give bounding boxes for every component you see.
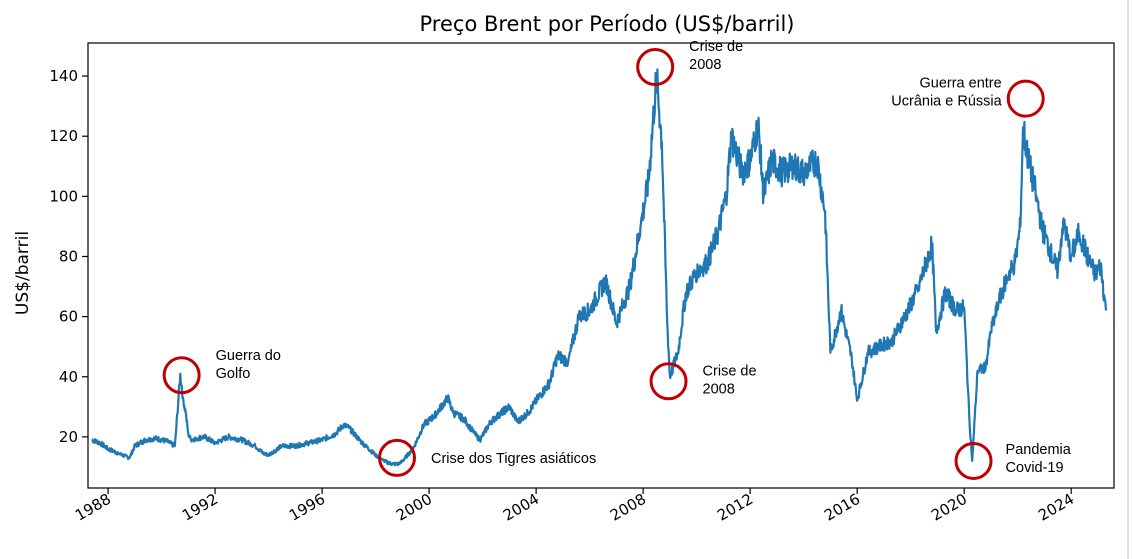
annotation-circle — [636, 48, 675, 87]
y-axis: 20 40 60 80 100 120 140 — [49, 67, 88, 446]
y-tick-label: 140 — [49, 67, 78, 85]
x-tick-label: 2016 — [821, 490, 863, 525]
annotation-circle — [162, 356, 201, 395]
annotation-label: Crise de — [689, 39, 743, 55]
x-tick-label: 2020 — [928, 490, 970, 525]
plot-frame — [87, 42, 1115, 489]
brent-price-series-line — [91, 68, 1108, 467]
annotation-label: Covid-19 — [1006, 460, 1064, 476]
annotation-circle — [649, 362, 688, 401]
annotation-label: Pandemia — [1006, 442, 1072, 458]
x-tick-label: 2012 — [714, 490, 756, 525]
x-tick-label: 1992 — [179, 490, 221, 525]
y-tick-label: 80 — [59, 247, 78, 265]
annotation-circle — [378, 438, 417, 477]
y-tick-label: 40 — [59, 368, 78, 386]
y-axis-label: US$/barril — [13, 231, 33, 315]
chart-title: Preço Brent por Período (US$/barril) — [420, 12, 795, 36]
x-tick-label: 1988 — [72, 490, 114, 525]
x-tick-label: 2000 — [393, 490, 435, 525]
annotation-label: 2008 — [689, 57, 721, 73]
annotation-label: Crise de — [703, 363, 757, 379]
x-tick-label: 2024 — [1035, 490, 1077, 525]
x-tick-label: 2008 — [607, 490, 649, 525]
annotation-circle — [1006, 79, 1045, 118]
annotations: Guerra do Golfo Crise dos Tigres asiáticos… — [162, 39, 1072, 480]
y-tick-label: 60 — [59, 308, 78, 326]
annotation-label: Golfo — [216, 366, 251, 382]
annotation-label: Guerra do — [216, 348, 281, 364]
annotation-label: Guerra entre — [919, 76, 1001, 92]
y-tick-label: 100 — [49, 187, 78, 205]
x-tick-label: 1996 — [286, 490, 328, 525]
y-tick-label: 120 — [49, 127, 78, 145]
annotation-label: Crise dos Tigres asiáticos — [431, 451, 596, 467]
annotation-label: Ucrânia e Rússia — [891, 94, 1002, 110]
x-axis: 1988 1992 1996 2000 2004 2008 2012 2016 2020 2024 — [72, 488, 1077, 525]
annotation-label: 2008 — [703, 381, 735, 397]
annotation-circle — [954, 441, 993, 480]
x-tick-label: 2004 — [500, 490, 542, 525]
y-tick-label: 20 — [59, 428, 78, 446]
